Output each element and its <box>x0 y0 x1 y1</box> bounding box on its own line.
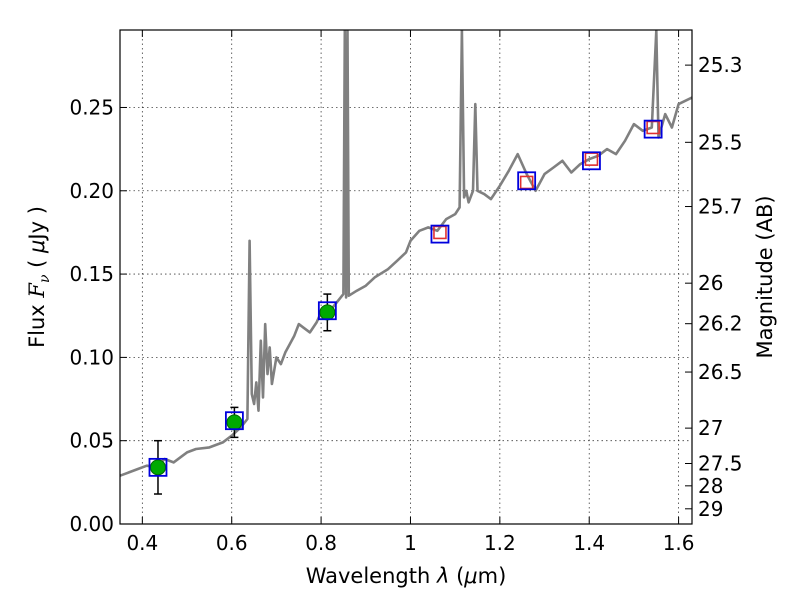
blue-square-marker <box>224 411 244 431</box>
y-axis-title: Flux Fν ( μJy ) <box>25 206 53 348</box>
x-axis-title: Wavelength λ (μm) <box>306 564 507 588</box>
right-y-tick-label: 25.7 <box>698 195 743 219</box>
y-tick-label: 0.10 <box>69 345 114 369</box>
green-data-point <box>319 304 336 321</box>
x-tick-label: 1.2 <box>484 531 516 555</box>
right-y-tick-label: 26.2 <box>698 312 743 336</box>
x-tick-label: 0.8 <box>305 531 337 555</box>
ticks-layer: 0.4 0.6 0.8 1 1.2 1.4 1.6 0.00 0.05 0.10 0.15 0.20 0… <box>69 30 743 555</box>
right-y-tick-label: 26.5 <box>698 360 743 384</box>
right-y-tick-label: 25.3 <box>698 53 743 77</box>
x-tick-label: 1.6 <box>663 531 695 555</box>
blue-square-marker <box>582 151 601 171</box>
y-tick-label: 0.25 <box>69 95 114 119</box>
x-tick-label: 1.4 <box>573 531 605 555</box>
blue-square-marker <box>317 301 337 321</box>
y-tick-label: 0.00 <box>69 512 114 536</box>
y-tick-label: 0.15 <box>69 262 114 286</box>
right-y-tick-label: 26 <box>698 271 723 295</box>
right-y-tick-label: 25.5 <box>698 130 743 154</box>
right-y-axis-title: Magnitude (AB) <box>753 195 777 358</box>
y-tick-label: 0.05 <box>69 429 114 453</box>
spectrum-line <box>120 30 692 477</box>
blue-square-marker <box>643 119 663 139</box>
right-y-tick-label: 27.5 <box>698 452 743 476</box>
right-y-tick-label: 28 <box>698 474 723 498</box>
right-y-tick-label: 27 <box>698 416 723 440</box>
x-tick-label: 0.6 <box>216 531 248 555</box>
x-tick-label: 1 <box>404 531 417 555</box>
spectrum-layer <box>120 30 692 477</box>
grid <box>120 30 692 525</box>
x-tick-label: 0.4 <box>126 531 158 555</box>
right-y-tick-label: 29 <box>698 497 723 521</box>
plot-frame <box>119 29 693 525</box>
blue-square-marker <box>517 171 537 191</box>
blue-square-marker <box>148 457 168 477</box>
green-data-point <box>149 459 166 476</box>
blue-square-marker <box>430 224 450 244</box>
markers-layer <box>148 119 663 495</box>
y-tick-label: 0.20 <box>69 179 114 203</box>
green-data-point <box>226 414 243 431</box>
